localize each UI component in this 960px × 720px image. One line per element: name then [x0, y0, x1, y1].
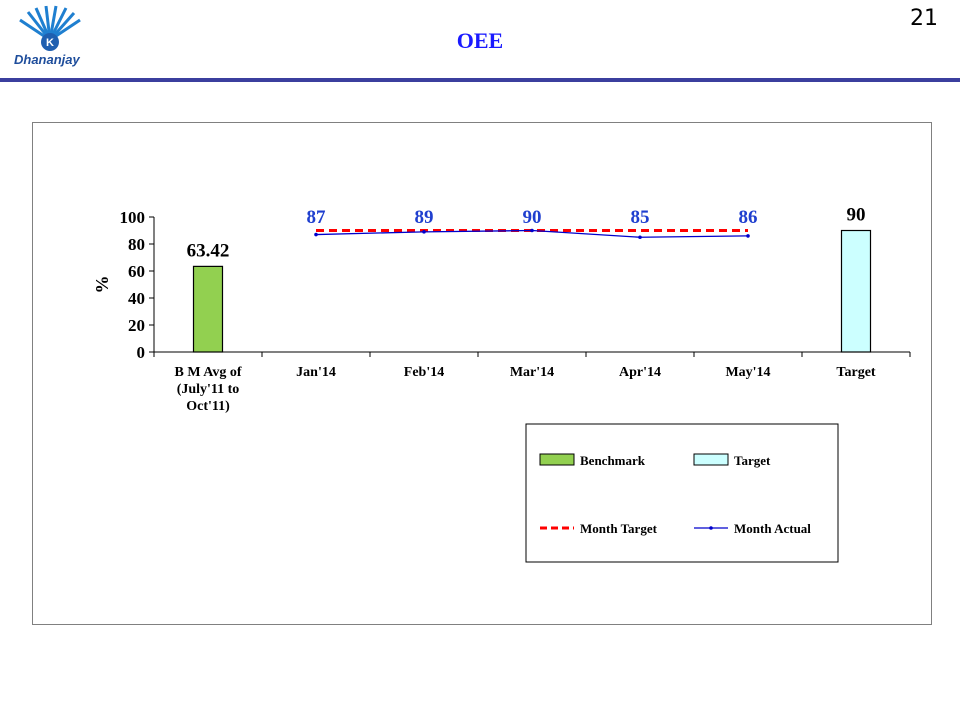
oee-chart: 0 20 40 60 80 100% B M Avg of (July'11 to Oct'11… [92, 205, 911, 563]
line-data-label: 86 [739, 207, 758, 228]
legend-label: Target [734, 453, 771, 468]
svg-text:K: K [46, 37, 54, 49]
x-tick-label: Target [836, 365, 875, 380]
line-data-label: 87 [307, 207, 327, 228]
legend-label: Month Actual [734, 521, 811, 536]
x-tick-label: Oct'11) [186, 399, 230, 414]
y-tick-label: 40 [128, 289, 145, 308]
line-data-label: 90 [523, 207, 542, 228]
logo-emblem: K [19, 5, 81, 51]
y-tick-label: 20 [128, 316, 145, 335]
bar-data-label: 63.42 [187, 240, 230, 261]
header-rule [0, 78, 960, 82]
y-axis-label: % [92, 276, 112, 294]
point-month-actual [314, 232, 318, 237]
x-tick-label: Feb'14 [404, 365, 444, 380]
point-month-actual [530, 228, 534, 233]
point-month-actual [638, 235, 642, 240]
logo-text: Dhananjay [14, 52, 80, 67]
y-tick-label: 0 [137, 343, 146, 362]
page-number: 21 [910, 6, 938, 31]
point-month-actual [746, 234, 750, 238]
x-tick-label: B M Avg of [174, 365, 241, 380]
bar-target [840, 229, 872, 353]
y-tick-label: 80 [128, 235, 145, 254]
y-tick-label: 100 [120, 208, 146, 227]
legend-box [525, 423, 839, 563]
legend-label: Benchmark [580, 453, 646, 468]
x-tick-label: May'14 [725, 365, 770, 380]
x-tick-label: Mar'14 [510, 365, 554, 380]
x-tick-label: Apr'14 [619, 365, 661, 380]
bar-data-label: 90 [847, 205, 866, 226]
legend-label: Month Target [580, 521, 658, 536]
point-month-actual [422, 230, 426, 234]
slide-title: OEE [456, 28, 504, 53]
y-tick-label: 60 [128, 262, 145, 281]
x-tick-label: (July'11 to [177, 382, 240, 397]
line-data-label: 89 [415, 207, 434, 228]
company-logo: K Dhananjay [6, 4, 102, 70]
legend-swatch [539, 453, 575, 466]
bar-benchmark [192, 265, 224, 353]
legend-marker [709, 526, 713, 530]
line-data-label: 85 [631, 207, 650, 228]
legend-swatch [693, 453, 729, 466]
chart-frame: 0 20 40 60 80 100% B M Avg of (July'11 to Oct'11… [32, 122, 932, 625]
x-tick-label: Jan'14 [296, 365, 336, 380]
